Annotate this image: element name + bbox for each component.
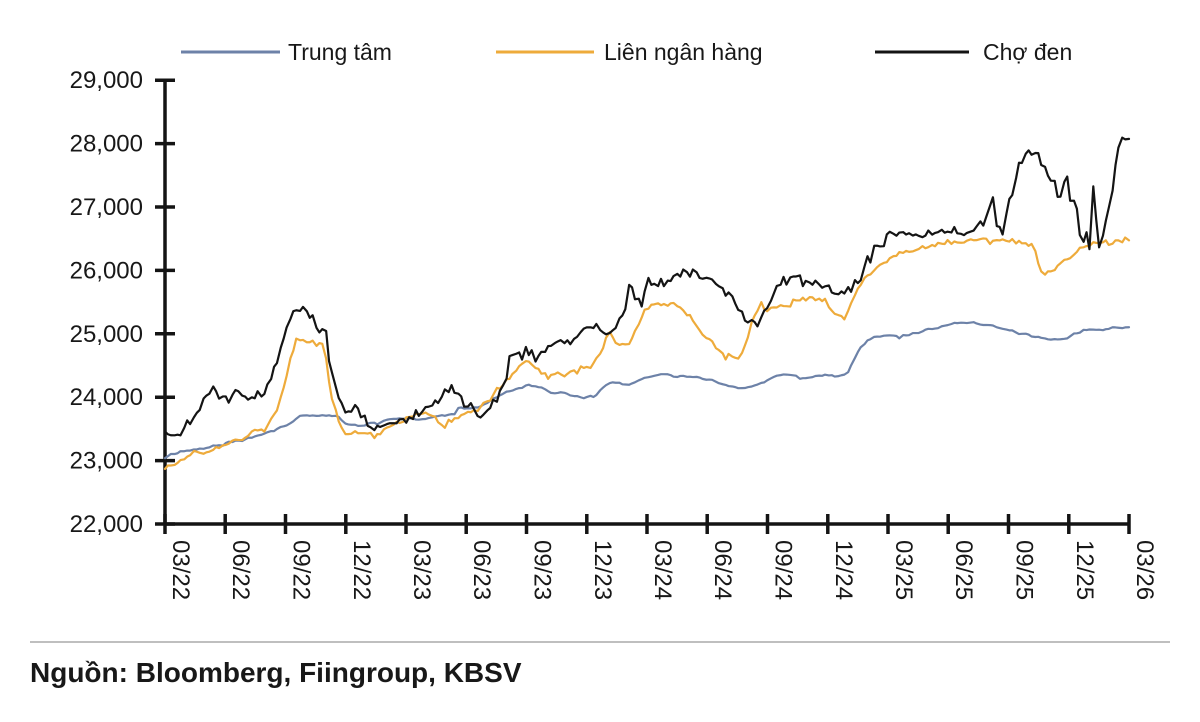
svg-text:Chợ đen: Chợ đen xyxy=(983,39,1072,65)
svg-text:Liên ngân hàng: Liên ngân hàng xyxy=(604,39,763,65)
svg-text:09/24: 09/24 xyxy=(770,540,797,600)
svg-text:03/22: 03/22 xyxy=(167,540,194,600)
svg-text:06/23: 06/23 xyxy=(468,540,495,600)
svg-text:26,000: 26,000 xyxy=(70,257,143,284)
svg-text:03/25: 03/25 xyxy=(890,540,917,600)
svg-text:28,000: 28,000 xyxy=(70,131,143,158)
svg-text:06/22: 06/22 xyxy=(227,540,254,600)
svg-text:24,000: 24,000 xyxy=(70,384,143,411)
svg-text:23,000: 23,000 xyxy=(70,448,143,475)
svg-text:09/23: 09/23 xyxy=(529,540,556,600)
svg-text:Trung tâm: Trung tâm xyxy=(288,39,392,65)
svg-text:09/22: 09/22 xyxy=(288,540,315,600)
svg-text:06/24: 06/24 xyxy=(709,540,736,600)
svg-text:12/22: 12/22 xyxy=(348,540,375,600)
svg-text:03/23: 03/23 xyxy=(408,540,435,600)
svg-text:Nguồn: Bloomberg, Fiingroup, K: Nguồn: Bloomberg, Fiingroup, KBSV xyxy=(30,657,522,688)
svg-text:12/25: 12/25 xyxy=(1071,540,1098,600)
svg-text:27,000: 27,000 xyxy=(70,194,143,221)
svg-text:12/23: 12/23 xyxy=(589,540,616,600)
svg-text:25,000: 25,000 xyxy=(70,321,143,348)
svg-text:03/24: 03/24 xyxy=(649,540,676,600)
svg-text:03/26: 03/26 xyxy=(1131,540,1158,600)
svg-text:12/24: 12/24 xyxy=(830,540,857,600)
svg-text:22,000: 22,000 xyxy=(70,511,143,538)
svg-text:06/25: 06/25 xyxy=(950,540,977,600)
svg-text:09/25: 09/25 xyxy=(1011,540,1038,600)
svg-text:29,000: 29,000 xyxy=(70,67,143,94)
